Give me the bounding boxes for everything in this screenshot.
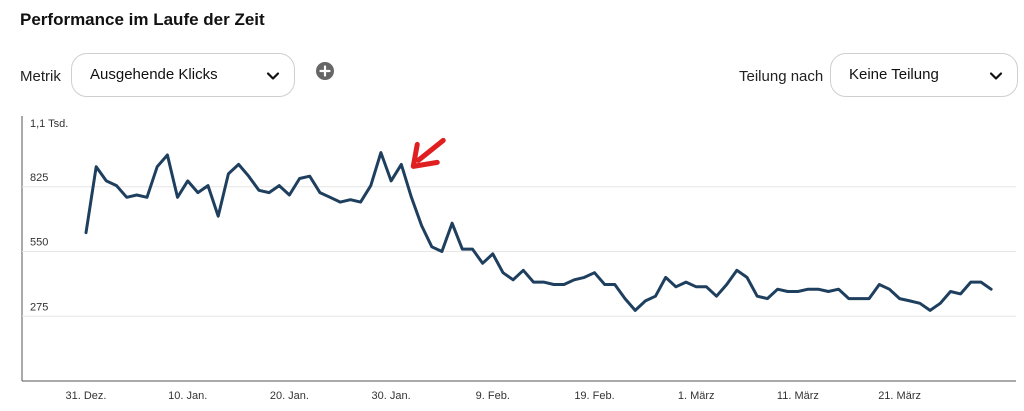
y-tick-label-0: 275 <box>30 301 48 313</box>
x-tick-label-7: 11. März <box>777 390 819 402</box>
x-tick-label-5: 19. Feb. <box>574 390 614 402</box>
performance-line-chart: 275 550 825 1,1 Tsd. 31. Dez. 10. Jan. 20. Jan… <box>21 116 1016 402</box>
annotation-arrow <box>410 137 446 169</box>
plus-circle-icon <box>319 65 331 77</box>
metric-label: Metrik <box>20 68 61 85</box>
chevron-down-icon <box>989 72 1003 80</box>
y-tick-label-2: 825 <box>30 172 48 184</box>
metric-select[interactable]: Ausgehende Klicks <box>71 53 295 97</box>
x-tick-label-2: 20. Jan. <box>270 390 309 402</box>
split-select-value: Keine Teilung <box>849 66 939 83</box>
series-line-0 <box>84 151 993 312</box>
split-label: Teilung nach <box>739 68 824 85</box>
x-tick-label-6: 1. März <box>678 390 715 402</box>
page-title: Performance im Laufe der Zeit <box>20 10 265 29</box>
x-tick-label-4: 9. Feb. <box>476 390 510 402</box>
x-tick-label-1: 10. Jan. <box>168 390 207 402</box>
x-tick-label-0: 31. Dez. <box>66 390 107 402</box>
controls-bar: Metrik Ausgehende Klicks Teilung nach Ke… <box>0 52 1024 100</box>
y-tick-label-1: 550 <box>30 237 48 249</box>
x-tick-label-3: 30. Jan. <box>372 390 411 402</box>
chevron-down-icon <box>266 72 280 80</box>
y-tick-label-3: 1,1 Tsd. <box>30 118 68 130</box>
add-metric-button[interactable] <box>316 62 334 80</box>
x-tick-label-8: 21. März <box>878 390 921 402</box>
split-select[interactable]: Keine Teilung <box>830 53 1018 97</box>
metric-select-value: Ausgehende Klicks <box>90 66 218 83</box>
